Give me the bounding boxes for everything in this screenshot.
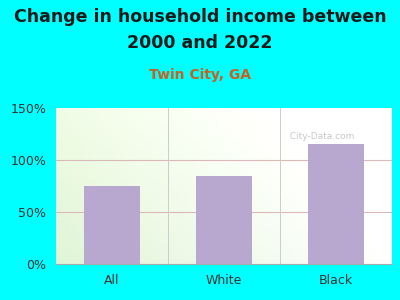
Text: Change in household income between: Change in household income between xyxy=(14,8,386,26)
Bar xyxy=(196,176,252,264)
Text: Twin City, GA: Twin City, GA xyxy=(149,68,251,82)
Bar xyxy=(84,186,140,264)
Bar xyxy=(308,144,364,264)
Text: City-Data.com: City-Data.com xyxy=(284,132,355,141)
Text: 2000 and 2022: 2000 and 2022 xyxy=(127,34,273,52)
